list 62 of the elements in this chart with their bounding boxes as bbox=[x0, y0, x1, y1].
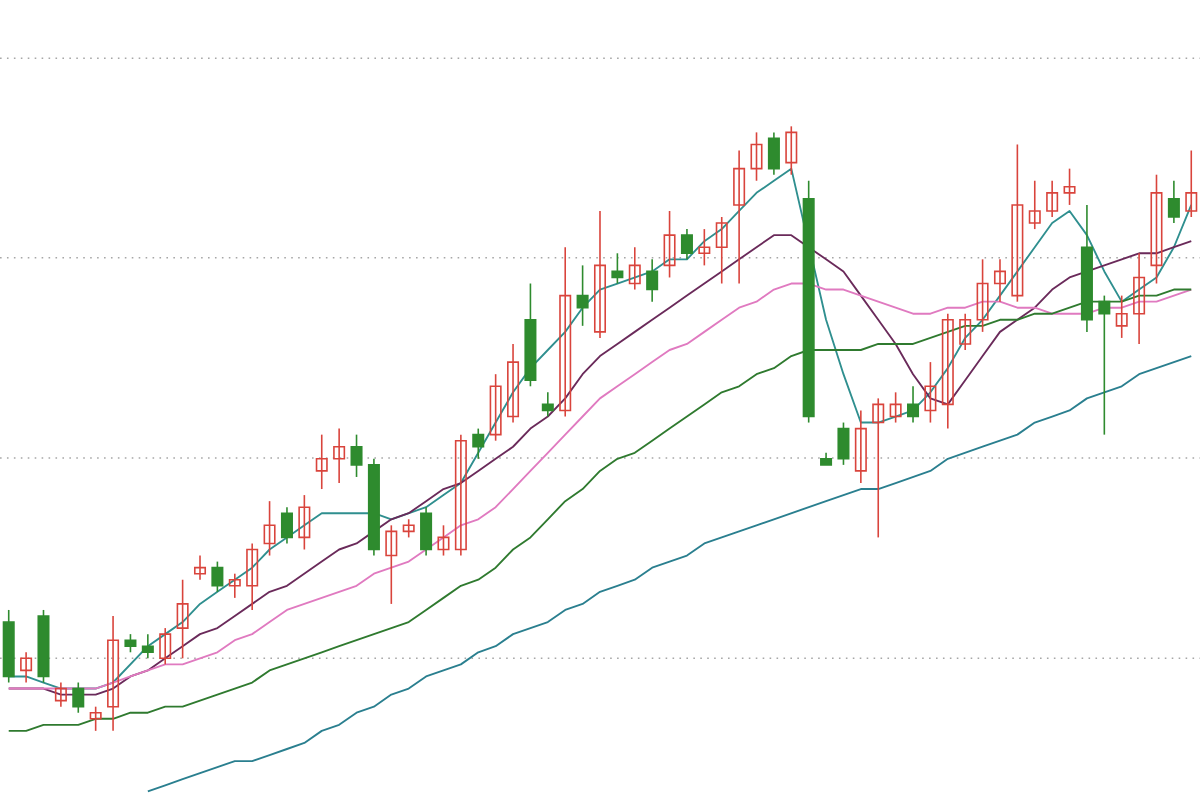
candlestick bbox=[907, 385, 920, 424]
candlestick bbox=[541, 391, 554, 418]
candlestick bbox=[263, 500, 276, 557]
candlestick bbox=[576, 264, 589, 327]
candlestick bbox=[89, 705, 102, 732]
candlestick bbox=[1011, 143, 1024, 303]
candlestick bbox=[124, 633, 137, 654]
candlestick bbox=[593, 210, 607, 339]
candlestick bbox=[1115, 294, 1128, 339]
candlestick bbox=[1028, 179, 1041, 230]
candlestick bbox=[715, 216, 728, 285]
candlestick bbox=[611, 252, 624, 285]
candlestick bbox=[924, 361, 937, 424]
candlestick bbox=[872, 397, 885, 539]
candlestick bbox=[993, 258, 1006, 303]
candlestick bbox=[193, 554, 207, 581]
candlestick bbox=[1185, 149, 1198, 218]
candlestick bbox=[402, 518, 415, 539]
candlestick bbox=[680, 228, 693, 261]
candlestick bbox=[628, 246, 641, 291]
candlestick bbox=[559, 246, 572, 418]
candlestick bbox=[507, 343, 520, 424]
candlestick bbox=[333, 427, 346, 484]
candlestick bbox=[1063, 167, 1076, 206]
candlestick bbox=[280, 506, 293, 545]
candlestick bbox=[72, 681, 85, 714]
candlestick bbox=[246, 542, 259, 611]
candlestick bbox=[437, 524, 450, 557]
candlestick bbox=[489, 373, 502, 442]
candlestick bbox=[211, 560, 224, 593]
candlestick bbox=[959, 312, 972, 351]
candlestick bbox=[1133, 252, 1146, 345]
candlestick bbox=[854, 409, 867, 484]
candlestick bbox=[976, 258, 989, 333]
candlestick bbox=[176, 578, 189, 660]
candlestick bbox=[785, 125, 798, 176]
candlestick bbox=[941, 312, 954, 430]
candlestick bbox=[298, 494, 311, 551]
candlestick bbox=[1167, 179, 1180, 224]
candlestick bbox=[1150, 173, 1163, 285]
candlestick bbox=[1046, 179, 1059, 218]
candlestick bbox=[420, 506, 433, 557]
candlestick bbox=[750, 131, 763, 182]
candlestick bbox=[698, 228, 711, 267]
candlestick bbox=[454, 433, 467, 557]
candlestick bbox=[159, 627, 172, 666]
candlestick bbox=[141, 633, 154, 660]
candlestick bbox=[889, 391, 902, 424]
candlestick bbox=[350, 433, 363, 478]
candlestick bbox=[1098, 294, 1111, 436]
candlestick bbox=[20, 651, 33, 684]
candlestick bbox=[107, 615, 120, 732]
candlestick bbox=[837, 421, 850, 466]
candlestick bbox=[646, 258, 659, 303]
candlestick bbox=[228, 572, 241, 599]
candlestick bbox=[385, 524, 398, 605]
candlestick bbox=[767, 131, 780, 176]
candlestick bbox=[663, 210, 676, 279]
candlestick bbox=[733, 149, 746, 285]
candlestick bbox=[472, 427, 485, 460]
candlestick bbox=[315, 433, 328, 490]
candlestick bbox=[54, 681, 67, 708]
